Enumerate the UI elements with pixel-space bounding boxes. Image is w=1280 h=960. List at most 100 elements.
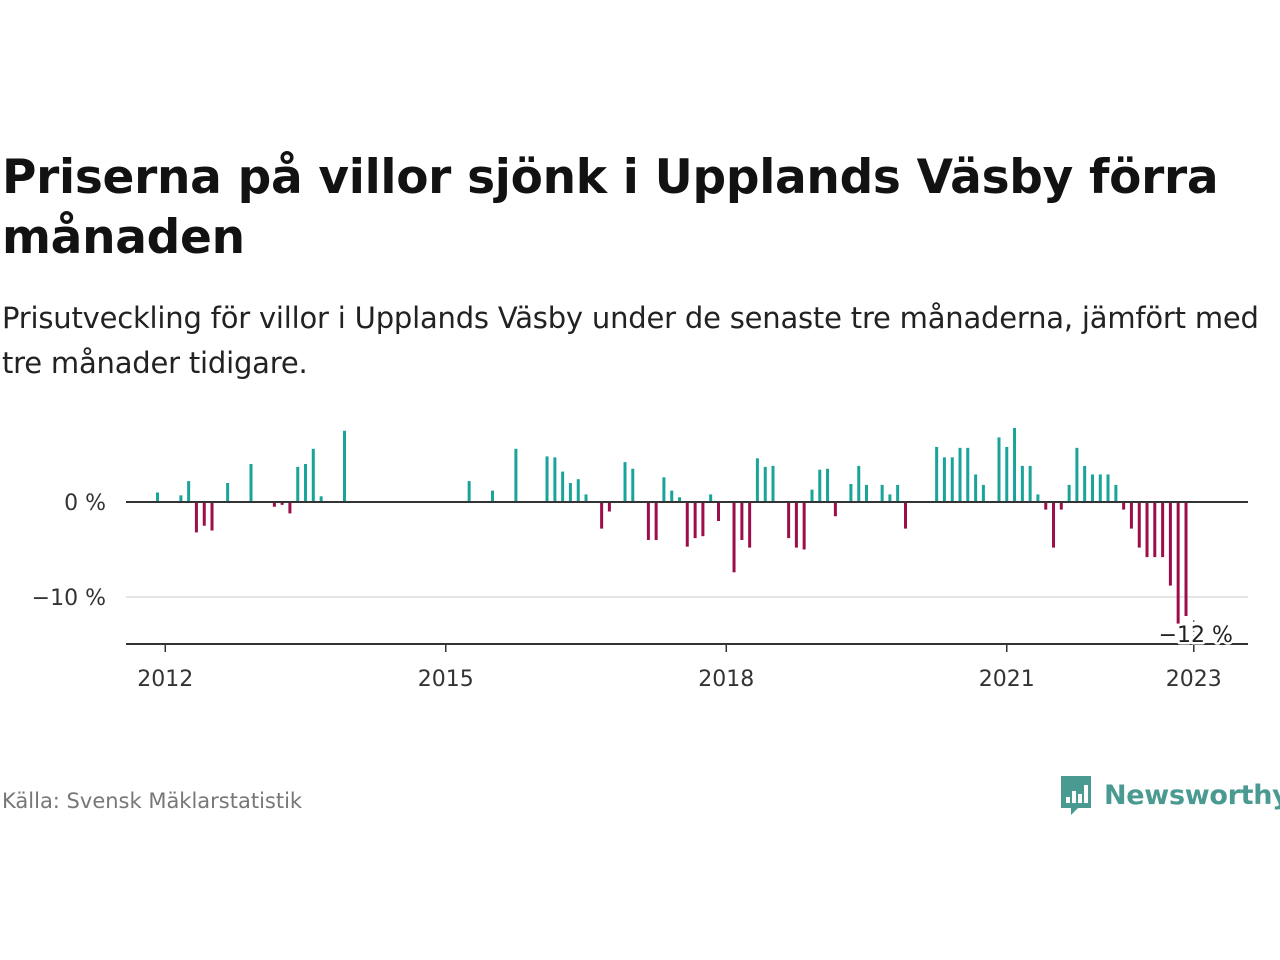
chart-bar xyxy=(631,468,635,502)
chart-bar xyxy=(709,494,713,502)
x-tick-label: 2021 xyxy=(979,667,1035,692)
chart-bar xyxy=(732,502,736,573)
chart-bar xyxy=(607,502,611,512)
bar-chart: 0 %−10 %2012 2015 2018 2021 2023−12 %−12 % xyxy=(32,427,1248,692)
chart-bar xyxy=(693,502,697,539)
labels-layer: 0 %−10 %2012 2015 2018 2021 2023−12 %−12 % xyxy=(32,491,1236,692)
chart-bar xyxy=(1145,502,1149,558)
chart-bar xyxy=(187,481,191,502)
newsworthy-logo-text: Newsworthy xyxy=(1104,779,1280,811)
chart-bar xyxy=(623,462,627,502)
chart-bar xyxy=(1161,502,1165,558)
chart-bar xyxy=(740,502,744,540)
chart-bar xyxy=(311,448,315,502)
chart-bar xyxy=(1052,502,1056,548)
chart-bar xyxy=(1067,484,1071,502)
chart-bar xyxy=(981,484,985,502)
y-tick-label: −10 % xyxy=(32,586,106,611)
chart-bar xyxy=(1028,465,1032,502)
x-tick-label: 2012 xyxy=(137,667,193,692)
chart-bar xyxy=(849,483,853,502)
chart-bar xyxy=(210,502,214,531)
chart-bar xyxy=(1122,502,1126,510)
chart-bar xyxy=(935,446,939,502)
chart-bar xyxy=(1098,474,1102,502)
chart-bar xyxy=(974,474,978,502)
newsworthy-logo[interactable]: Newsworthy xyxy=(1058,772,1280,818)
chart-bar xyxy=(685,502,689,547)
chart-bar xyxy=(763,466,767,502)
chart-bar xyxy=(888,494,892,502)
chart-bar xyxy=(1168,502,1172,586)
chart-bar xyxy=(1176,502,1180,624)
chart-bar xyxy=(896,484,900,502)
chart-bar xyxy=(1106,474,1110,502)
chart-bar xyxy=(584,494,588,502)
chart-bar xyxy=(701,502,705,537)
chart-bar xyxy=(958,447,962,502)
chart-bar xyxy=(833,502,837,517)
source-note: Källa: Svensk Mäklarstatistik xyxy=(2,789,303,813)
chart-bar xyxy=(662,477,666,502)
chart-bar xyxy=(202,502,206,526)
chart-bar xyxy=(272,502,276,507)
chart-bar xyxy=(810,489,814,502)
chart-bar xyxy=(194,502,198,533)
chart-bar xyxy=(654,502,658,540)
chart-bar xyxy=(1114,484,1118,502)
chart-bar xyxy=(1153,502,1157,558)
chart-bar xyxy=(865,484,869,502)
chart-bar xyxy=(794,502,798,548)
chart-bar xyxy=(561,471,565,502)
chart-bar xyxy=(1059,502,1063,510)
chart-bar xyxy=(491,490,495,502)
chart-bar xyxy=(249,464,253,502)
chart-bar xyxy=(904,502,908,529)
chart-bar xyxy=(319,496,323,502)
chart-bar xyxy=(802,502,806,550)
x-tick-label: 2015 xyxy=(418,667,474,692)
chart-bar xyxy=(717,502,721,521)
chart-bar xyxy=(1075,447,1079,502)
x-tick-label: 2018 xyxy=(698,667,754,692)
chart-bar xyxy=(678,497,682,502)
axis-layer xyxy=(126,501,1248,652)
chart-bar xyxy=(646,502,650,540)
chart-bar xyxy=(1184,502,1188,616)
chart-bar xyxy=(1137,502,1141,548)
chart-bar xyxy=(553,457,557,502)
chart-bar xyxy=(942,457,946,502)
chart-subtitle: Prisutveckling för villor i Upplands Väs… xyxy=(2,301,1259,380)
chart-bar xyxy=(288,502,292,514)
chart-bar xyxy=(576,479,580,502)
chart-bar xyxy=(568,483,572,502)
chart-bar xyxy=(1013,427,1017,502)
bars-layer xyxy=(156,427,1188,624)
chart-bar xyxy=(304,464,308,502)
chart-bar xyxy=(966,447,970,502)
chart-bar xyxy=(343,430,347,502)
chart-bar xyxy=(1083,465,1087,502)
chart-bar xyxy=(514,448,518,502)
chart-bar xyxy=(748,502,752,548)
x-tick-label: 2023 xyxy=(1166,667,1222,692)
value-label: −12 % xyxy=(1159,623,1233,648)
chart-bar xyxy=(1005,446,1009,502)
value-label-halo: −12 % xyxy=(1159,623,1233,648)
chart-bar xyxy=(280,502,284,505)
chart-bar xyxy=(1020,465,1024,502)
chart-bar xyxy=(857,465,861,502)
chart-bar xyxy=(1091,474,1095,502)
chart-bar xyxy=(179,495,183,502)
chart-bar xyxy=(1036,494,1040,502)
chart-bar xyxy=(755,458,759,502)
chart-bar xyxy=(880,484,884,502)
chart-bar xyxy=(670,490,674,502)
chart-bar xyxy=(296,466,300,502)
y-tick-label: 0 % xyxy=(64,491,106,516)
chart-bar xyxy=(226,483,230,502)
chart-bar xyxy=(826,468,830,502)
chart-bar xyxy=(950,457,954,502)
newsworthy-logo-icon xyxy=(1061,776,1091,815)
chart-bar xyxy=(156,492,160,502)
